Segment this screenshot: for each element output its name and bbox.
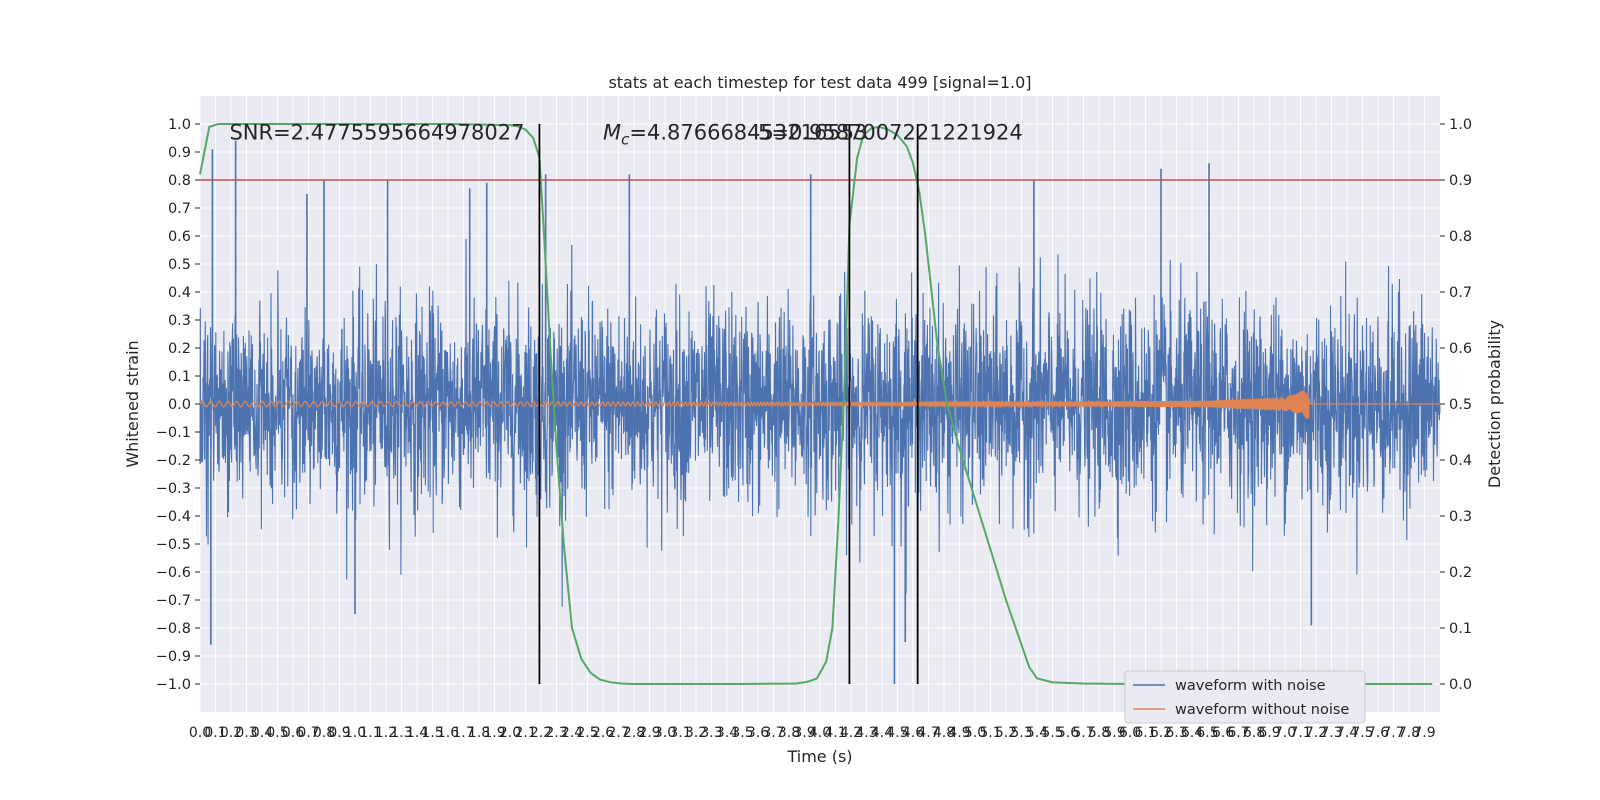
y-tick-label: 0.6 — [168, 229, 191, 245]
y-tick-label: −1.0 — [156, 677, 191, 693]
annotation: 5=0.9587007221221924 — [758, 120, 1023, 144]
y-tick-label: −0.8 — [156, 621, 191, 637]
y-tick-label: 0.2 — [168, 341, 191, 357]
y2-tick-label: 0.0 — [1449, 677, 1472, 693]
y-tick-label: 0.0 — [168, 397, 191, 413]
y2-tick-label: 0.2 — [1449, 565, 1472, 581]
y2-axis-label: Detection probability — [1485, 320, 1504, 488]
y-tick-label: 0.8 — [168, 173, 191, 189]
y-axis-right: 1.0 0.9 0.8 0.7 0.6 0.5 0.4 0.3 0.2 0.1 0.0 — [1440, 117, 1472, 693]
y-tick-label: 1.0 — [168, 117, 191, 133]
y-tick-label: −0.7 — [156, 593, 191, 609]
y2-tick-label: 0.1 — [1449, 621, 1472, 637]
legend-label-clean: waveform without noise — [1175, 702, 1349, 718]
y-tick-label: −0.9 — [156, 649, 191, 665]
y2-tick-label: 0.8 — [1449, 229, 1472, 245]
x-tick-label: 7.9 — [1413, 725, 1435, 741]
y-tick-label: 0.9 — [168, 145, 191, 161]
y-tick-label: −0.6 — [156, 565, 191, 581]
y-tick-label: −0.3 — [156, 481, 191, 497]
y-tick-label: 0.3 — [168, 313, 191, 329]
annotation: SNR=2.4775595664978027 — [229, 120, 524, 144]
y2-tick-label: 0.4 — [1449, 453, 1472, 469]
y2-tick-label: 1.0 — [1449, 117, 1472, 133]
legend: waveform with noise waveform without noi… — [1125, 671, 1365, 723]
y-tick-label: 0.7 — [168, 201, 191, 217]
x-axis: 0.00.10.20.30.40.50.60.70.80.91.01.11.21… — [189, 725, 1436, 741]
y2-tick-label: 0.9 — [1449, 173, 1472, 189]
y2-tick-label: 0.7 — [1449, 285, 1472, 301]
y-axis-left: 1.0 0.9 0.8 0.7 0.6 0.5 0.4 0.3 0.2 0.1 0.0 −0.1 −0.… — [156, 117, 200, 693]
legend-label-noise: waveform with noise — [1175, 678, 1326, 694]
y-tick-label: −0.2 — [156, 453, 191, 469]
x-axis-label: Time (s) — [786, 747, 852, 766]
y-tick-label: −0.1 — [156, 425, 191, 441]
y2-tick-label: 0.6 — [1449, 341, 1472, 357]
y-tick-label: 0.5 — [168, 257, 191, 273]
y-tick-label: 0.1 — [168, 369, 191, 385]
y-axis-label: Whitened strain — [123, 340, 142, 467]
y2-tick-label: 0.5 — [1449, 397, 1472, 413]
chart-title: stats at each timestep for test data 499… — [608, 73, 1031, 92]
y-tick-label: −0.4 — [156, 509, 191, 525]
y2-tick-label: 0.3 — [1449, 509, 1472, 525]
y-tick-label: 0.4 — [168, 285, 191, 301]
y-tick-label: −0.5 — [156, 537, 191, 553]
